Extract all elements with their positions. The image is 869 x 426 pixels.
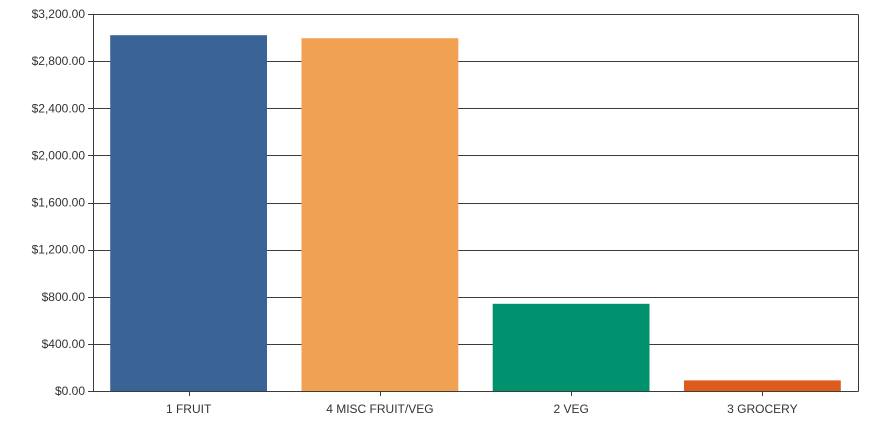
y-tick-label: $2,400.00 [32,101,86,115]
y-tick-label: $0.00 [55,384,85,398]
x-axis-ticks: 1 FRUIT 4 MISC FRUIT/VEG 2 VEG 3 GROCERY [166,391,798,416]
x-tick-label: 3 GROCERY [727,402,797,416]
y-tick-label: $1,200.00 [32,243,86,257]
y-tick-label: $800.00 [42,290,86,304]
y-axis-ticks: $0.00 $400.00 $800.00 $1,200.00 $1,600.00 $2,… [32,7,93,398]
bars [110,35,841,391]
bar [684,380,841,391]
bar [110,35,267,391]
y-tick-label: $3,200.00 [32,7,86,21]
y-tick-label: $2,800.00 [32,54,86,68]
bar [492,303,650,391]
y-tick-label: $2,000.00 [32,148,86,162]
bar [301,38,459,391]
y-tick-label: $400.00 [42,337,86,351]
x-tick-label: 4 MISC FRUIT/VEG [326,402,433,416]
x-tick-label: 1 FRUIT [166,402,212,416]
y-tick-label: $1,600.00 [32,196,86,210]
x-tick-label: 2 VEG [553,402,588,416]
plot-frame [93,14,859,392]
